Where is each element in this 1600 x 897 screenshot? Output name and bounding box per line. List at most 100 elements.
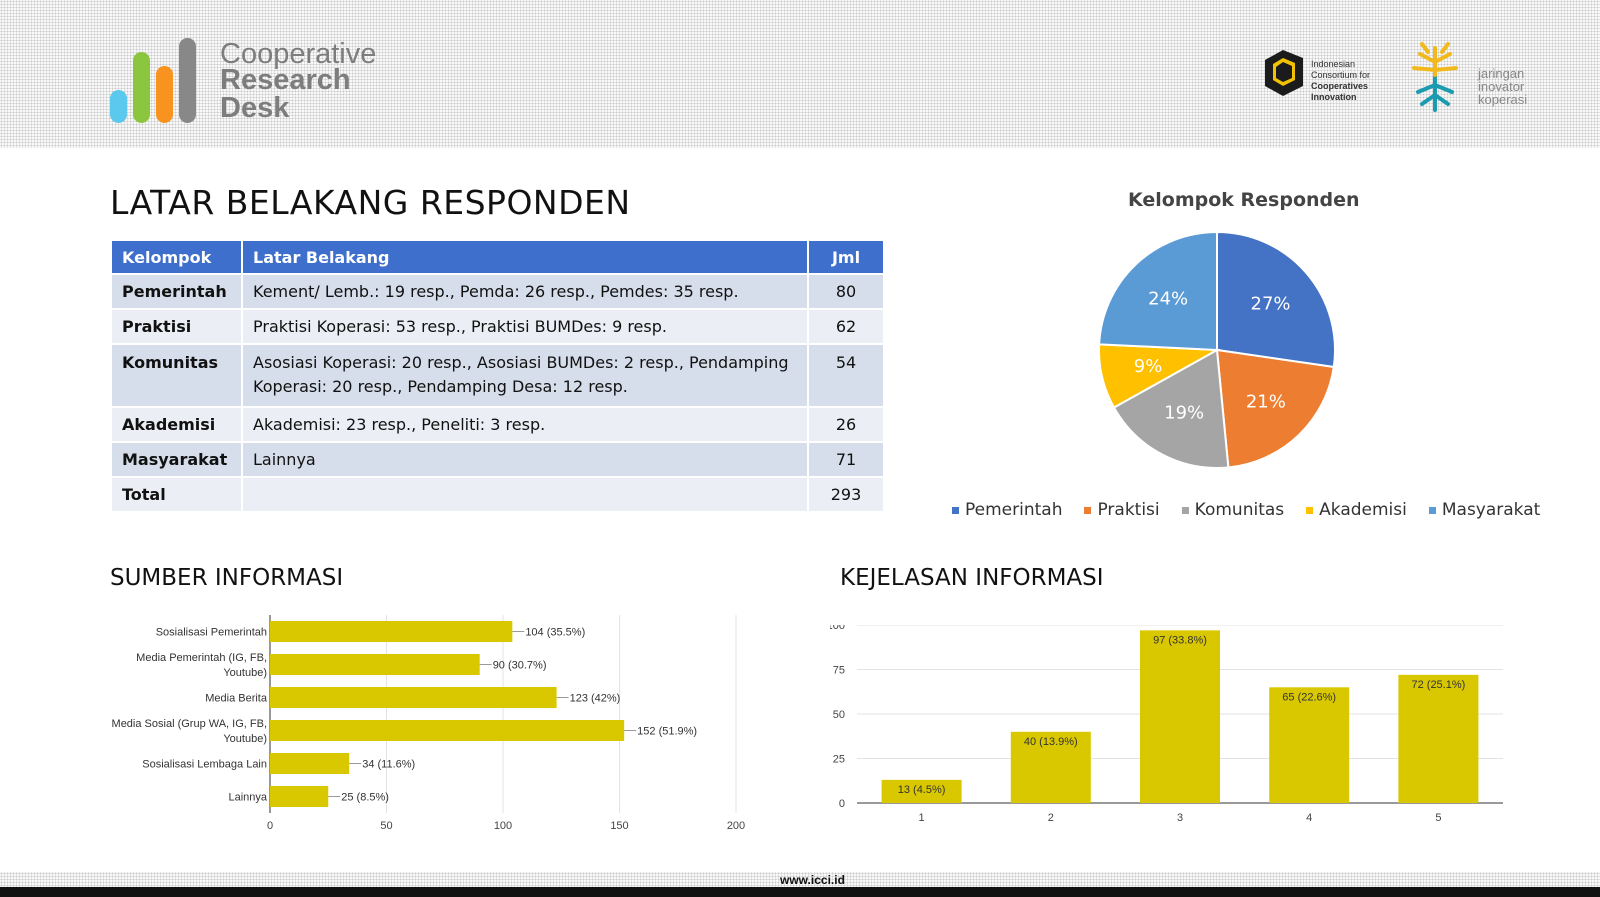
y-tick-label: 50 <box>833 709 845 721</box>
cooperative-research-desk-logo: Cooperative Research Desk <box>110 38 410 128</box>
icci-text-1: Indonesian <box>1311 59 1356 69</box>
table-row: Pemerintah Kement/ Lemb.: 19 resp., Pemd… <box>112 275 883 308</box>
brand-line-3: Desk <box>220 92 290 124</box>
row-group: Praktisi <box>112 310 241 343</box>
bar <box>1140 630 1220 803</box>
respondent-table: Kelompok Latar Belakang Jml Pemerintah K… <box>110 239 885 513</box>
pie-label: 9% <box>1134 356 1163 377</box>
row-group: Masyarakat <box>112 443 241 476</box>
x-tick-label: 100 <box>494 820 512 832</box>
bar-value-label: 97 (33.8%) <box>1153 634 1207 646</box>
footer-bar <box>0 887 1600 897</box>
category-label-line: Youtube) <box>223 667 267 679</box>
bar-value-label: 65 (22.6%) <box>1282 691 1336 703</box>
pie-chart: 27% 21% 19% 9% 24% <box>1100 230 1336 469</box>
legend-item: Praktisi <box>1084 500 1160 520</box>
sumber-informasi-bar-chart: 0 50 100 150 200 Sosialisasi Pemerintah 104 (3… <box>112 615 745 832</box>
row-count: 80 <box>809 275 883 308</box>
category-label: Media Pemerintah (IG, FB, Youtube) <box>136 652 267 679</box>
legend-item: Pemerintah <box>952 500 1062 520</box>
x-tick-label: 50 <box>380 820 392 832</box>
pie-slice-masyarakat <box>1100 230 1218 352</box>
category-label-line: Sosialisasi Pemerintah <box>156 627 267 639</box>
table-header-row: Kelompok Latar Belakang Jml <box>112 241 883 273</box>
row-group: Total <box>112 478 241 511</box>
header-kelompok: Kelompok <box>112 241 241 273</box>
row-group: Akademisi <box>112 408 241 441</box>
category-label-line: Sosialisasi Lembaga Lain <box>142 759 267 771</box>
brand-line-2: Research <box>220 64 351 96</box>
bar-logo-icon <box>110 38 196 123</box>
category-label: Media Sosial (Grup WA, IG, FB, Youtube) <box>112 718 267 745</box>
logo-bar-3 <box>156 66 173 123</box>
row-count: 62 <box>809 310 883 343</box>
row-background: Kement/ Lemb.: 19 resp., Pemda: 26 resp.… <box>243 275 807 308</box>
bar <box>1269 687 1350 803</box>
bar <box>1398 674 1479 803</box>
legend-label: Pemerintah <box>965 500 1063 520</box>
kejelasan-informasi-title: KEJELASAN INFORMASI <box>840 565 1104 591</box>
bar-value-label: 152 (51.9%) <box>637 726 697 738</box>
category-label: Media Berita <box>205 693 268 705</box>
bar-value-label: 13 (4.5%) <box>898 784 946 796</box>
y-tick-label: 75 <box>833 665 845 677</box>
header-latar-belakang: Latar Belakang <box>243 241 807 273</box>
y-tick-label: 100 <box>830 625 845 632</box>
x-tick-label: 0 <box>267 820 273 832</box>
pie-slice-komunitas <box>1112 348 1230 469</box>
legend-label: Akademisi <box>1319 500 1407 520</box>
x-tick-label: 1 <box>919 812 925 824</box>
legend-item: Komunitas <box>1181 500 1285 520</box>
jaringan-inovator-koperasi-logo: jaringan inovator koperasi <box>1400 40 1550 115</box>
category-label: Sosialisasi Lembaga Lain <box>142 759 267 771</box>
category-label-line: Media Sosial (Grup WA, IG, FB, <box>112 718 267 730</box>
legend-swatch <box>1181 506 1189 514</box>
pie-label: 27% <box>1251 294 1291 315</box>
jik-text-3: koperasi <box>1478 92 1528 107</box>
pie-slice-akademisi <box>1100 343 1221 409</box>
legend-swatch <box>1306 506 1314 514</box>
cube-icon <box>1265 50 1303 96</box>
legend-label: Komunitas <box>1194 500 1285 520</box>
bar-value-label: 40 (13.9%) <box>1024 736 1078 748</box>
bar <box>1010 731 1091 803</box>
bar-value-label: 25 (8.5%) <box>341 792 389 804</box>
category-label-line: Youtube) <box>223 733 267 745</box>
row-count: 26 <box>809 408 883 441</box>
icci-text-4: Innovation <box>1311 92 1357 102</box>
legend-swatch <box>1084 506 1092 514</box>
table-total-row: Total 293 <box>112 478 883 511</box>
bar <box>881 779 962 803</box>
row-background: Praktisi Koperasi: 53 resp., Praktisi BU… <box>243 310 807 343</box>
icci-text-2: Consortium for <box>1311 70 1371 80</box>
category-label-line: Media Berita <box>205 693 268 705</box>
pie-legend: Pemerintah Praktisi Komunitas Akademisi Masy… <box>952 500 1540 520</box>
pie-slice-pemerintah <box>1216 230 1336 369</box>
legend-swatch <box>1428 506 1436 514</box>
pie-label: 21% <box>1246 391 1286 412</box>
row-group: Pemerintah <box>112 275 241 308</box>
table-row: Komunitas Asosiasi Koperasi: 20 resp., A… <box>112 345 883 406</box>
jik-text-1: jaringan <box>1478 66 1525 81</box>
bar <box>270 720 625 741</box>
bar <box>270 753 350 774</box>
bar-value-label: 104 (35.5%) <box>525 627 585 639</box>
bar-value-label: 90 (30.7%) <box>493 660 547 672</box>
x-tick-label: 4 <box>1306 812 1312 824</box>
header-band <box>0 0 1600 148</box>
y-tick-label: 0 <box>839 798 845 810</box>
x-tick-label: 200 <box>727 820 745 832</box>
bar-value-label: 123 (42%) <box>570 693 621 705</box>
page-title: LATAR BELAKANG RESPONDEN <box>110 183 631 222</box>
row-count: 293 <box>809 478 883 511</box>
table-row: Praktisi Praktisi Koperasi: 53 resp., Pr… <box>112 310 883 343</box>
bar <box>270 786 329 807</box>
legend-label: Masyarakat <box>1441 500 1541 520</box>
kejelasan-informasi-bar-chart: 0 25 50 75 100 13 (4.5%) 1 40 (13.9%) 2 97 (33.8%… <box>830 625 1503 824</box>
bar <box>270 687 557 708</box>
row-background: Akademisi: 23 resp., Peneliti: 3 resp. <box>243 408 807 441</box>
x-tick-label: 5 <box>1435 812 1441 824</box>
x-tick-label: 3 <box>1177 812 1183 824</box>
jik-text-2: inovator <box>1478 79 1525 94</box>
legend-item: Akademisi <box>1306 500 1407 520</box>
